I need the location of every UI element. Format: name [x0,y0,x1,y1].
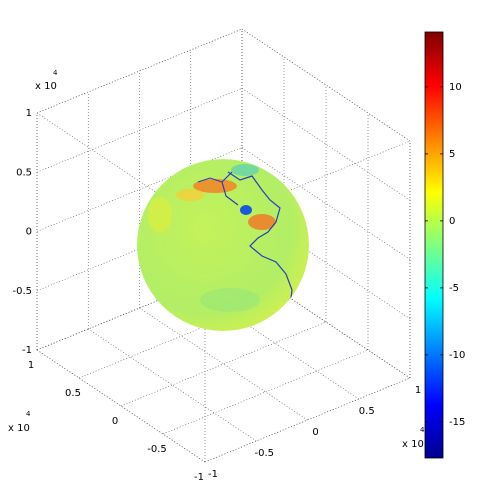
anomaly [248,214,276,230]
z-multiplier-exponent: 4 [53,69,58,77]
colorbar-tick-label: -15 [449,417,465,428]
globe [137,159,309,331]
y-tick-label: 0.5 [65,388,81,399]
colorbar-tick-label: 10 [449,82,462,93]
y-tick-label: -0.5 [147,444,167,455]
colorbar-tick-label: -10 [449,350,465,361]
grid-line [241,147,411,260]
z-tick-label: -0.5 [12,286,32,297]
y-tick-label: 0 [112,416,118,427]
x-tick-label: -0.5 [254,448,274,459]
y-multiplier: x 10 [8,423,30,434]
grid-line [36,147,243,232]
anomaly [148,197,172,233]
z-tick-label: 0 [26,227,32,238]
y-tick-label: 1 [28,360,34,371]
anomaly [176,189,204,201]
z-tick-label: 0.5 [16,167,32,178]
colorbar-tick-label: 0 [449,216,455,227]
x-tick-label: 0 [312,427,318,438]
coastline [221,171,293,321]
x-multiplier-exponent: 4 [420,426,425,434]
grid-line [241,28,411,142]
x-tick-label: -1 [208,469,218,480]
colorbar-tick-label: -5 [449,283,459,294]
grid-line [241,88,411,201]
grid-line [36,206,243,292]
z-tick-label: -1 [22,345,32,356]
grid-line [36,349,206,463]
grid-line [139,307,308,421]
grid-line [120,321,327,407]
y-tick-label: -1 [194,472,204,482]
colorbar-tick-label: 5 [449,149,455,160]
grid-line [36,87,243,173]
grid-line [162,349,369,435]
z-multiplier: x 10 [35,81,57,92]
anomaly [193,179,237,193]
x-tick-label: 1 [415,385,421,396]
anomaly [240,205,252,215]
z-tick-label: 1 [26,108,32,119]
grid-line [88,328,257,442]
y-multiplier-exponent: 4 [26,410,31,418]
x-tick-label: 0.5 [359,406,375,417]
grid-line [36,28,243,114]
globe-surface [137,159,309,331]
grid-line [204,377,411,463]
colorbar [424,31,444,459]
grid-line [36,265,243,351]
x-multiplier: x 10 [402,439,424,450]
anomaly [200,288,260,312]
anomaly [231,164,259,176]
grid-line [78,293,285,379]
